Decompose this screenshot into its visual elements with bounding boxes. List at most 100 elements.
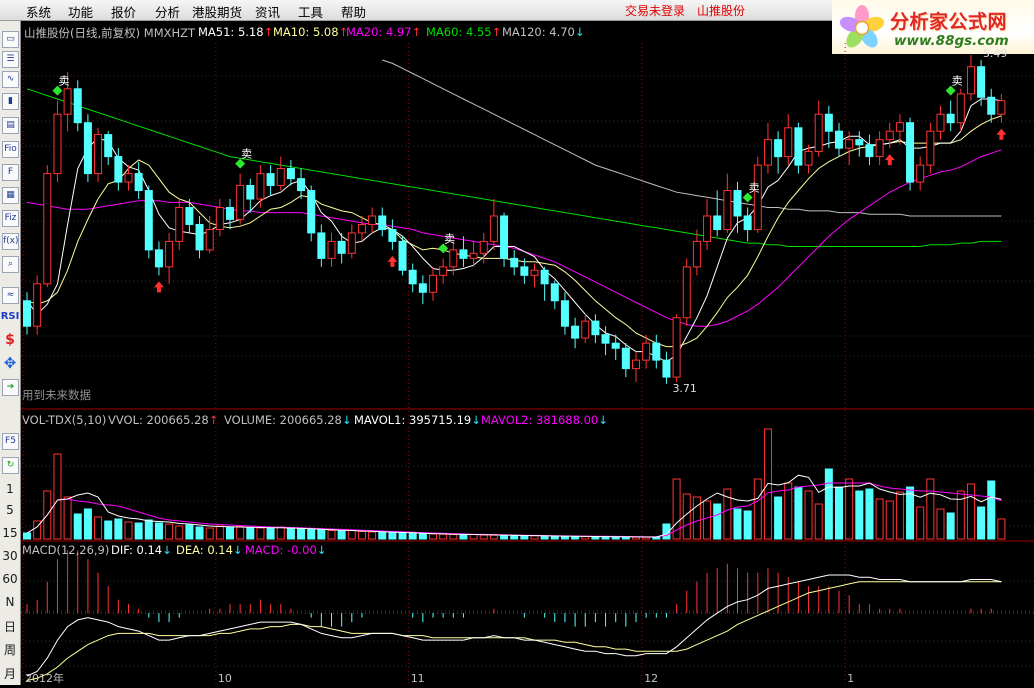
table-icon[interactable]: ▤ — [2, 117, 19, 134]
candle-body — [114, 156, 123, 183]
menu-quote[interactable]: 报价 — [111, 5, 137, 20]
candle-body — [469, 252, 478, 259]
candle-body — [439, 266, 448, 276]
period-week[interactable]: 周 — [3, 643, 16, 657]
period-60min[interactable]: 60 — [2, 572, 18, 586]
period-1min[interactable]: 1 — [6, 482, 14, 496]
menu-hk-futures[interactable]: 港股期货 — [192, 5, 243, 20]
high-price-label: 5.49 — [983, 47, 1008, 60]
volume-bar — [276, 526, 285, 540]
volume-bar — [205, 527, 214, 540]
fiz-icon[interactable]: Fiz — [2, 210, 19, 227]
period-n[interactable]: N — [5, 595, 15, 609]
candle-body — [33, 283, 42, 327]
menu-news[interactable]: 资讯 — [255, 5, 281, 20]
sell-signal-icon — [52, 85, 63, 96]
arrow-right-icon[interactable]: ➔ — [2, 379, 19, 396]
volume-bar — [895, 491, 904, 540]
period-30min[interactable]: 30 — [2, 549, 18, 563]
volume-bar — [368, 531, 377, 540]
period-day[interactable]: 日 — [3, 620, 16, 634]
candle-body — [997, 100, 1006, 115]
volume-bar — [946, 512, 955, 540]
move-icon[interactable]: ✥ — [3, 354, 17, 372]
menu-function[interactable]: 功能 — [68, 5, 94, 20]
volume-bar — [977, 506, 986, 540]
volume-bar — [195, 526, 204, 540]
menu-tools[interactable]: 工具 — [298, 5, 324, 20]
menu-analysis[interactable]: 分析 — [155, 5, 181, 20]
rsi-button[interactable]: RSI — [0, 311, 20, 322]
volume-bar — [154, 522, 163, 540]
low-price-label: 3.71 — [672, 382, 697, 395]
login-status[interactable]: 交易未登录 — [625, 4, 686, 18]
candle-body — [621, 347, 630, 370]
volume-bar — [550, 535, 559, 540]
volume-bar — [692, 496, 701, 540]
volume-bar — [743, 510, 752, 540]
candle-body — [835, 130, 843, 149]
line-chart-icon[interactable]: ∿ — [2, 71, 19, 88]
list-icon[interactable]: ☰ — [2, 51, 19, 68]
window-icon[interactable]: ▭ — [2, 31, 19, 48]
candle-body — [743, 215, 752, 231]
dollar-icon[interactable]: $ — [5, 332, 15, 348]
volume-bar — [33, 520, 42, 540]
fx-icon[interactable]: f(x) — [2, 233, 19, 250]
volume-bar — [63, 496, 72, 540]
volume-bar — [479, 534, 488, 540]
fio-icon[interactable]: Fio — [2, 141, 19, 158]
candle-body — [713, 215, 722, 231]
volume-bar — [916, 506, 925, 540]
candle-body — [317, 232, 326, 259]
candle-body — [794, 127, 803, 166]
period-15min[interactable]: 15 — [2, 526, 18, 540]
candle-body — [23, 300, 31, 327]
candle-body — [124, 173, 133, 183]
candle-body — [763, 139, 772, 166]
candle-body — [347, 232, 356, 254]
volume-bar — [94, 516, 103, 540]
volume-bar — [83, 508, 92, 540]
volume-bar — [571, 536, 580, 540]
wave-icon[interactable]: ≈ — [2, 287, 19, 304]
legend-ma51: MA51: 5.18↑ — [198, 25, 274, 39]
f10-icon[interactable]: F — [2, 164, 19, 181]
volume-bar — [398, 532, 407, 540]
date-axis-label: 1 — [847, 672, 854, 685]
refresh-icon[interactable]: ↻ — [2, 457, 19, 474]
volume-bar — [53, 453, 62, 540]
candle-body — [154, 249, 163, 268]
volume-bar — [236, 526, 245, 540]
volume-bar — [104, 520, 113, 540]
candle-body — [479, 240, 488, 254]
chart-area[interactable]: 2012年 10 11 12 1 5.49 3.71 卖卖卖卖卖 山推股份(日线,前复权) M… — [21, 21, 1034, 685]
volume-bar — [530, 535, 539, 540]
date-axis-label: 12 — [644, 672, 658, 685]
menu-system[interactable]: 系统 — [26, 5, 52, 20]
candle-body — [256, 173, 265, 200]
candle-body — [104, 134, 113, 158]
ma10-line — [26, 115, 1002, 348]
legend-macd: MACD: -0.00↓ — [245, 543, 327, 557]
candle-body — [723, 190, 732, 231]
candle-body — [63, 88, 72, 115]
volume-bar — [226, 526, 234, 540]
volume-bar — [23, 532, 31, 540]
volume-bar — [246, 527, 255, 540]
f9-icon[interactable]: ▦ — [2, 187, 19, 204]
dif-line — [26, 574, 1002, 677]
menu-help[interactable]: 帮助 — [341, 5, 367, 20]
volume-bar — [723, 488, 732, 540]
period-month[interactable]: 月 — [3, 667, 16, 681]
period-5min[interactable]: 5 — [6, 503, 14, 517]
candle-icon[interactable]: ▮ — [2, 93, 19, 110]
candle-body — [581, 320, 590, 339]
candle-body — [966, 66, 975, 95]
volume-bar — [835, 486, 843, 540]
f5-button[interactable]: F5 — [2, 433, 19, 450]
candle-body — [408, 269, 417, 285]
volume-bar — [429, 533, 437, 540]
zoom-icon[interactable]: ⌕ — [2, 256, 19, 273]
